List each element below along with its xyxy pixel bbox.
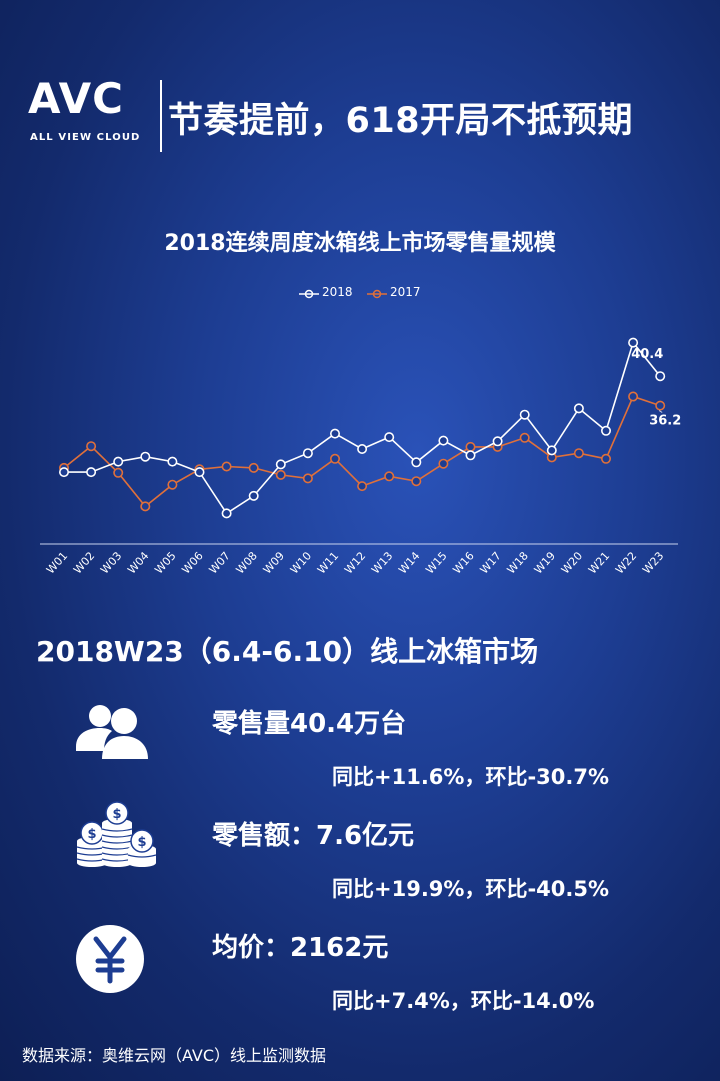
x-tick-label-W12: W12 [342,549,368,576]
summary-title: 2018W23（6.4-6.10）线上冰箱市场 [36,635,539,668]
point-2018-W03 [113,456,124,467]
legend-line-2017-icon [367,289,387,299]
x-tick-label-W10: W10 [288,549,314,576]
point-2018-W02 [86,467,97,478]
x-tick-label-W19: W19 [532,549,558,576]
point-2017-W10 [302,473,313,484]
x-tick-label-W15: W15 [423,549,449,576]
point-2017-W16 [465,441,476,452]
x-tick-label-W21: W21 [586,549,612,576]
point-2017-W09 [275,469,286,480]
avc-logo: AVC ALL VIEW CLOUD [28,78,156,158]
x-tick-label-W01: W01 [44,549,70,576]
stat-volume: 零售量40.4万台 同比+11.6%，环比-30.7% [0,703,720,813]
svg-text:$: $ [112,807,121,822]
x-tick-label-W13: W13 [369,549,395,576]
point-2018-W22 [628,337,639,348]
x-tick-label-W07: W07 [207,549,233,576]
x-tick-label-W04: W04 [125,549,151,576]
svg-text:$: $ [137,835,146,850]
point-2017-W12 [357,481,368,492]
x-tick-label-W23: W23 [640,549,666,576]
point-2017-W02 [86,441,97,452]
header: AVC ALL VIEW CLOUD 节奏提前，618开局不抵预期 [0,0,720,160]
point-2018-W12 [357,444,368,455]
stat-price-main: 均价：2162元 [212,933,389,963]
point-2018-W11 [329,428,340,439]
point-2018-W17 [492,436,503,447]
point-2018-W14 [411,457,422,468]
point-2018-W07 [221,508,232,519]
point-2018-W18 [519,409,530,420]
point-2017-W23 [655,400,666,411]
point-2017-W22 [628,391,639,402]
point-2018-W23 [655,371,666,382]
x-tick-label-W22: W22 [613,549,639,576]
point-2018-W20 [573,403,584,414]
page-title: 节奏提前，618开局不抵预期 [168,101,634,141]
point-2017-W03 [113,467,124,478]
point-2018-W10 [302,448,313,459]
point-2018-W15 [438,435,449,446]
x-tick-label-W14: W14 [396,549,422,576]
point-2017-W15 [438,458,449,469]
point-2018-W04 [140,451,151,462]
chart-title: 2018连续周度冰箱线上市场零售量规模 [164,231,556,256]
logo-subtitle: ALL VIEW CLOUD [30,132,141,143]
point-2018-W21 [600,425,611,436]
point-2017-W18 [519,432,530,443]
point-2018-W19 [546,445,557,456]
point-2017-W04 [140,501,151,512]
point-2017-W13 [384,471,395,482]
point-2017-W14 [411,476,422,487]
point-2017-W20 [573,448,584,459]
point-2018-W09 [275,459,286,470]
svg-text:$: $ [87,827,96,842]
point-2017-W11 [329,453,340,464]
legend-label-2018: 2018 [322,285,353,299]
logo-text: AVC [28,74,124,123]
x-tick-label-W08: W08 [234,549,260,576]
stat-price: 均价：2162元 同比+7.4%，环比-14.0% [0,925,720,1037]
x-tick-label-W06: W06 [179,549,205,576]
x-tick-label-W17: W17 [478,549,504,576]
data-label-2018-W23: 40.4 [631,347,663,362]
x-tick-label-W09: W09 [261,549,287,576]
stat-volume-sub: 同比+11.6%，环比-30.7% [332,765,610,789]
people-icon [76,705,148,759]
x-tick-label-W05: W05 [152,549,178,576]
legend-label-2017: 2017 [390,285,421,299]
stat-revenue-sub: 同比+19.9%，环比-40.5% [332,877,610,901]
point-2017-W21 [600,453,611,464]
point-2017-W05 [167,479,178,490]
stat-price-sub: 同比+7.4%，环比-14.0% [332,989,595,1013]
data-label-leader-2017 [658,410,663,413]
stat-revenue-main: 零售额：7.6亿元 [212,821,415,851]
yen-icon [76,925,144,993]
legend-line-2018-icon [299,289,319,299]
point-2018-W08 [248,490,259,501]
stat-revenue: $ $ $ 零售额：7.6亿元 同比+19.9%，环比-40.5% [0,801,720,925]
point-2018-W16 [465,450,476,461]
x-tick-label-W03: W03 [98,549,124,576]
x-tick-label-W16: W16 [450,549,476,576]
point-2018-W13 [384,432,395,443]
line-chart: W01 W02 W03 W04 W05 W06 W07 W08 W09 W10 W11 W12 W13 W… [40,337,681,576]
point-2017-W08 [248,462,259,473]
x-tick-label-W18: W18 [505,549,531,576]
x-tick-label-W02: W02 [71,549,97,576]
data-source: 数据来源：奥维云网（AVC）线上监测数据 [22,1046,327,1065]
header-divider [160,80,162,152]
x-tick-label-W20: W20 [559,549,585,576]
point-2017-W07 [221,461,232,472]
x-tick-label-W11: W11 [315,549,341,576]
point-2018-W01 [58,467,69,478]
data-label-2017-W23: 36.2 [649,414,681,429]
stat-volume-main: 零售量40.4万台 [212,709,407,739]
point-2018-W05 [167,456,178,467]
point-2018-W06 [194,467,205,478]
coins-icon: $ $ $ [76,801,157,867]
